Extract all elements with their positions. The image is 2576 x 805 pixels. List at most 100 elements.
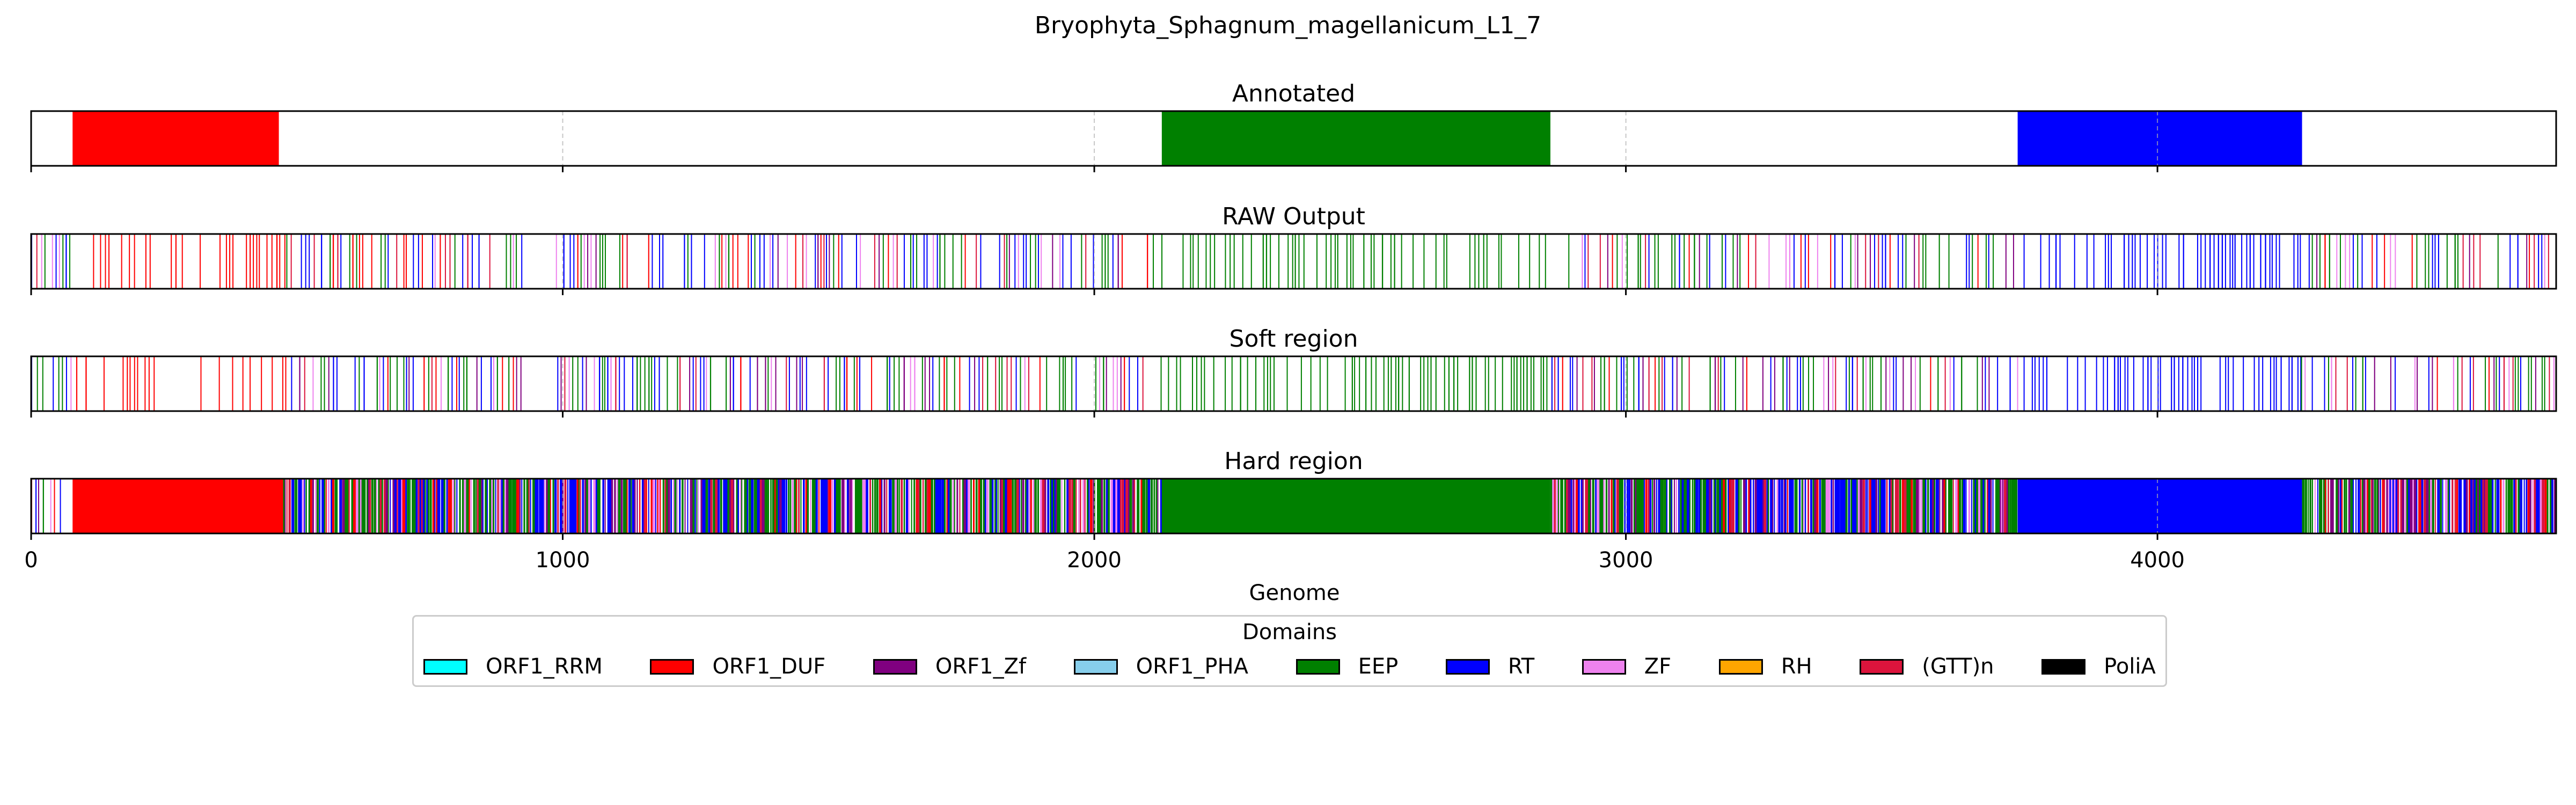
domain-stripe <box>1921 479 1923 533</box>
domain-stripe <box>924 356 926 411</box>
domain-stripe <box>729 356 731 411</box>
domain-stripe <box>383 356 384 411</box>
domain-stripe <box>1213 356 1214 411</box>
domain-stripe <box>462 234 464 289</box>
domain-stripe <box>419 479 422 533</box>
domain-stripe <box>2390 234 2391 289</box>
domain-stripe <box>149 234 151 289</box>
domain-stripe <box>466 356 468 411</box>
domain-stripe <box>2479 234 2481 289</box>
domain-stripe <box>733 356 734 411</box>
domain-stripe <box>2197 234 2198 289</box>
domain-stripe <box>1007 479 1011 533</box>
domain-stripe <box>36 234 38 289</box>
domain-stripe <box>1656 479 1657 533</box>
domain-stripe <box>513 356 514 411</box>
domain-stripe <box>2434 234 2436 289</box>
domain-stripe <box>1865 356 1867 411</box>
domain-stripe <box>557 356 559 411</box>
domain-stripe <box>1720 356 1722 411</box>
domain-stripe <box>1782 356 1784 411</box>
domain-stripe <box>1002 479 1006 533</box>
domain-stripe <box>181 234 183 289</box>
domain-stripe <box>60 479 61 533</box>
domain-stripe <box>1925 479 1927 533</box>
domain-stripe <box>1529 234 1531 289</box>
domain-stripe <box>2497 234 2499 289</box>
domain-stripe <box>1101 479 1103 533</box>
domain-stripe <box>1397 356 1400 411</box>
domain-stripe <box>666 479 669 533</box>
domain-stripe <box>1871 479 1874 533</box>
domain-stripe <box>2147 356 2149 411</box>
domain-stripe <box>1095 356 1096 411</box>
domain-stripe <box>175 234 177 289</box>
domain-stripe <box>1792 479 1794 533</box>
domain-stripe <box>412 356 414 411</box>
domain-stripe <box>1132 479 1135 533</box>
domain-stripe <box>1168 356 1169 411</box>
domain-stripe <box>291 479 295 533</box>
domain-stripe <box>65 234 67 289</box>
domain-stripe <box>1976 479 1979 533</box>
domain-stripe <box>2438 234 2440 289</box>
domain-stripe <box>2479 479 2482 533</box>
domain-stripe <box>2526 234 2528 289</box>
domain-stripe <box>598 356 601 411</box>
domain-stripe <box>371 479 374 533</box>
domain-stripe <box>1444 356 1445 411</box>
domain-stripe <box>640 356 641 411</box>
domain-stripe <box>301 234 302 289</box>
domain-stripe <box>489 479 492 533</box>
domain-stripe <box>285 356 287 411</box>
domain-stripe <box>898 479 900 533</box>
domain-stripe <box>1796 479 1798 533</box>
panel-title: Annotated <box>1232 80 1355 107</box>
domain-stripe <box>1757 479 1759 533</box>
domain-stripe <box>2157 356 2159 411</box>
domain-stripe <box>775 479 778 533</box>
domain-stripe <box>1274 356 1275 411</box>
domain-stripe <box>1961 356 1963 411</box>
domain-stripe <box>1486 234 1488 289</box>
domain-stripe <box>1968 234 1970 289</box>
domain-stripe <box>55 234 57 289</box>
domain-stripe <box>2549 479 2553 533</box>
domain-stripe <box>1621 479 1623 533</box>
domain-stripe <box>250 356 251 411</box>
domain-stripe <box>448 356 449 411</box>
domain-stripe <box>1469 234 1470 289</box>
domain-stripe <box>330 234 331 289</box>
domain-stripe <box>1069 479 1071 533</box>
domain-stripe <box>473 479 475 533</box>
domain-stripe <box>1101 234 1103 289</box>
domain-stripe <box>108 234 110 289</box>
domain-stripe <box>2529 479 2531 533</box>
domain-stripe <box>1988 234 1989 289</box>
domain-stripe <box>1247 356 1248 411</box>
domain-stripe <box>1686 479 1690 533</box>
domain-stripe <box>2408 479 2411 533</box>
domain-stripe <box>2416 234 2418 289</box>
domain-stripe <box>946 356 948 411</box>
domain-stripe <box>619 356 620 411</box>
domain-stripe <box>472 234 473 289</box>
domain-stripe <box>219 234 221 289</box>
domain-stripe <box>396 356 398 411</box>
domain-stripe <box>2553 479 2556 533</box>
domain-stripe <box>390 479 391 533</box>
domain-stripe <box>1865 479 1867 533</box>
domain-stripe <box>1469 356 1470 411</box>
domain-stripe <box>2462 234 2464 289</box>
domain-stripe <box>2232 234 2234 289</box>
domain-stripe <box>478 234 480 289</box>
domain-stripe <box>58 356 60 411</box>
domain-stripe <box>2165 234 2167 289</box>
domain-stripe <box>1857 479 1860 533</box>
domain-stripe <box>379 479 383 533</box>
domain-stripe <box>540 479 544 533</box>
domain-stripe <box>757 356 758 411</box>
domain-stripe <box>1897 479 1899 533</box>
domain-stripe <box>984 479 986 533</box>
domain-stripe <box>749 356 751 411</box>
